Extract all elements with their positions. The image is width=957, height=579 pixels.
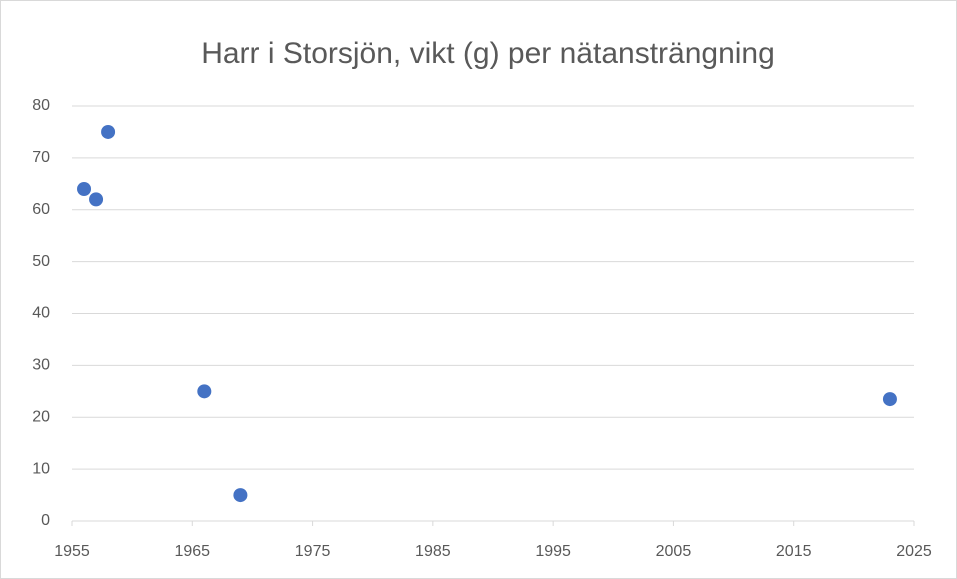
point <box>233 488 248 503</box>
x-tick-label: 2015 <box>776 543 812 560</box>
y-tick-label: 80 <box>32 97 50 114</box>
y-tick-label: 0 <box>41 512 50 529</box>
x-tick-label: 1965 <box>174 543 210 560</box>
point <box>89 192 104 207</box>
y-tick-label: 50 <box>32 253 50 270</box>
y-tick-label: 70 <box>32 149 50 166</box>
y-tick-label: 10 <box>32 460 50 477</box>
y-tick-label: 30 <box>32 357 50 374</box>
x-tick-label: 1955 <box>54 543 90 560</box>
point <box>197 384 212 399</box>
y-tick-label: 20 <box>32 408 50 425</box>
x-tick-label: 1975 <box>295 543 331 560</box>
x-tick-label: 1985 <box>415 543 451 560</box>
point <box>882 392 897 407</box>
y-tick-label: 40 <box>32 305 50 322</box>
chart-title: Harr i Storsjön, vikt (g) per nätansträn… <box>201 37 775 70</box>
point <box>101 124 116 139</box>
x-tick-label: 2005 <box>656 543 692 560</box>
point <box>77 182 92 196</box>
x-tick-label: 2025 <box>896 543 932 560</box>
y-tick-label: 60 <box>32 201 50 218</box>
x-tick-label: 1995 <box>535 543 571 560</box>
